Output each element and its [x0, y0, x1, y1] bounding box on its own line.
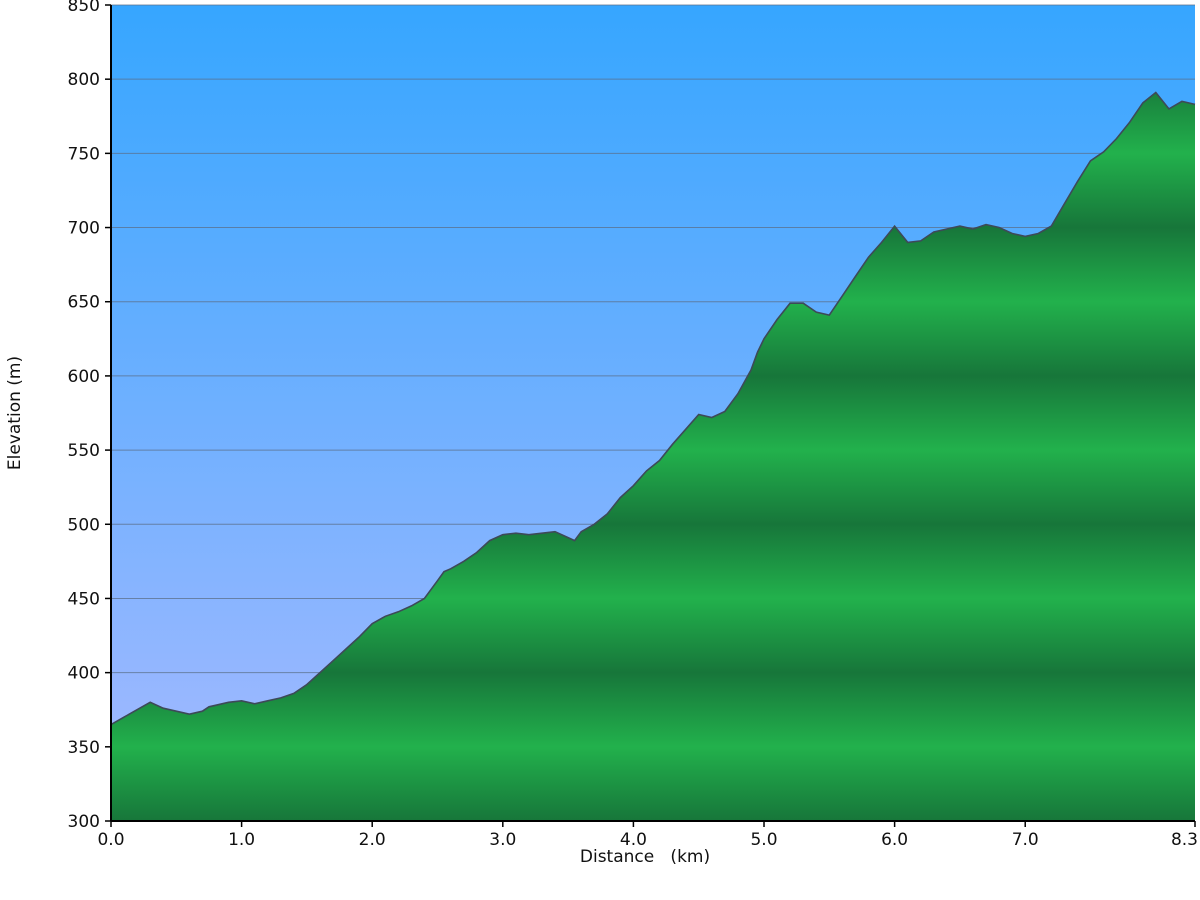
x-tick-label: 1.0: [228, 830, 255, 850]
y-tick-label: 350: [68, 738, 100, 758]
x-tick-label: 5.0: [750, 830, 777, 850]
y-tick-label: 500: [68, 515, 100, 535]
y-tick-label: 750: [68, 144, 100, 164]
x-axis-title: Distance (km): [580, 847, 710, 867]
x-tick-label: 8.3: [1171, 830, 1198, 850]
y-tick-label: 450: [68, 589, 100, 609]
x-tick-label: 7.0: [1012, 830, 1039, 850]
axes: [105, 4, 1196, 827]
y-tick-label: 850: [68, 0, 100, 16]
y-tick-label: 700: [68, 219, 100, 239]
y-axis-title: Elevation (m): [5, 356, 25, 470]
x-tick-label: 0.0: [97, 830, 124, 850]
x-tick-label: 4.0: [620, 830, 647, 850]
x-tick-label: 2.0: [359, 830, 386, 850]
elevation-profile-line: [110, 91, 1196, 726]
y-tick-label: 300: [68, 812, 100, 832]
elevation-area: [111, 92, 1195, 821]
y-tick-label: 650: [68, 293, 100, 313]
y-tick-label: 400: [68, 664, 100, 684]
tick-labels: 300 350 400 450 500 550 600 650 700 750 800 850 0.0 1…: [68, 0, 1198, 850]
y-tick-label: 800: [68, 70, 100, 90]
y-tick-label: 600: [68, 367, 100, 387]
x-tick-label: 6.0: [881, 830, 908, 850]
x-tick-label: 3.0: [489, 830, 516, 850]
y-tick-label: 550: [68, 441, 100, 461]
